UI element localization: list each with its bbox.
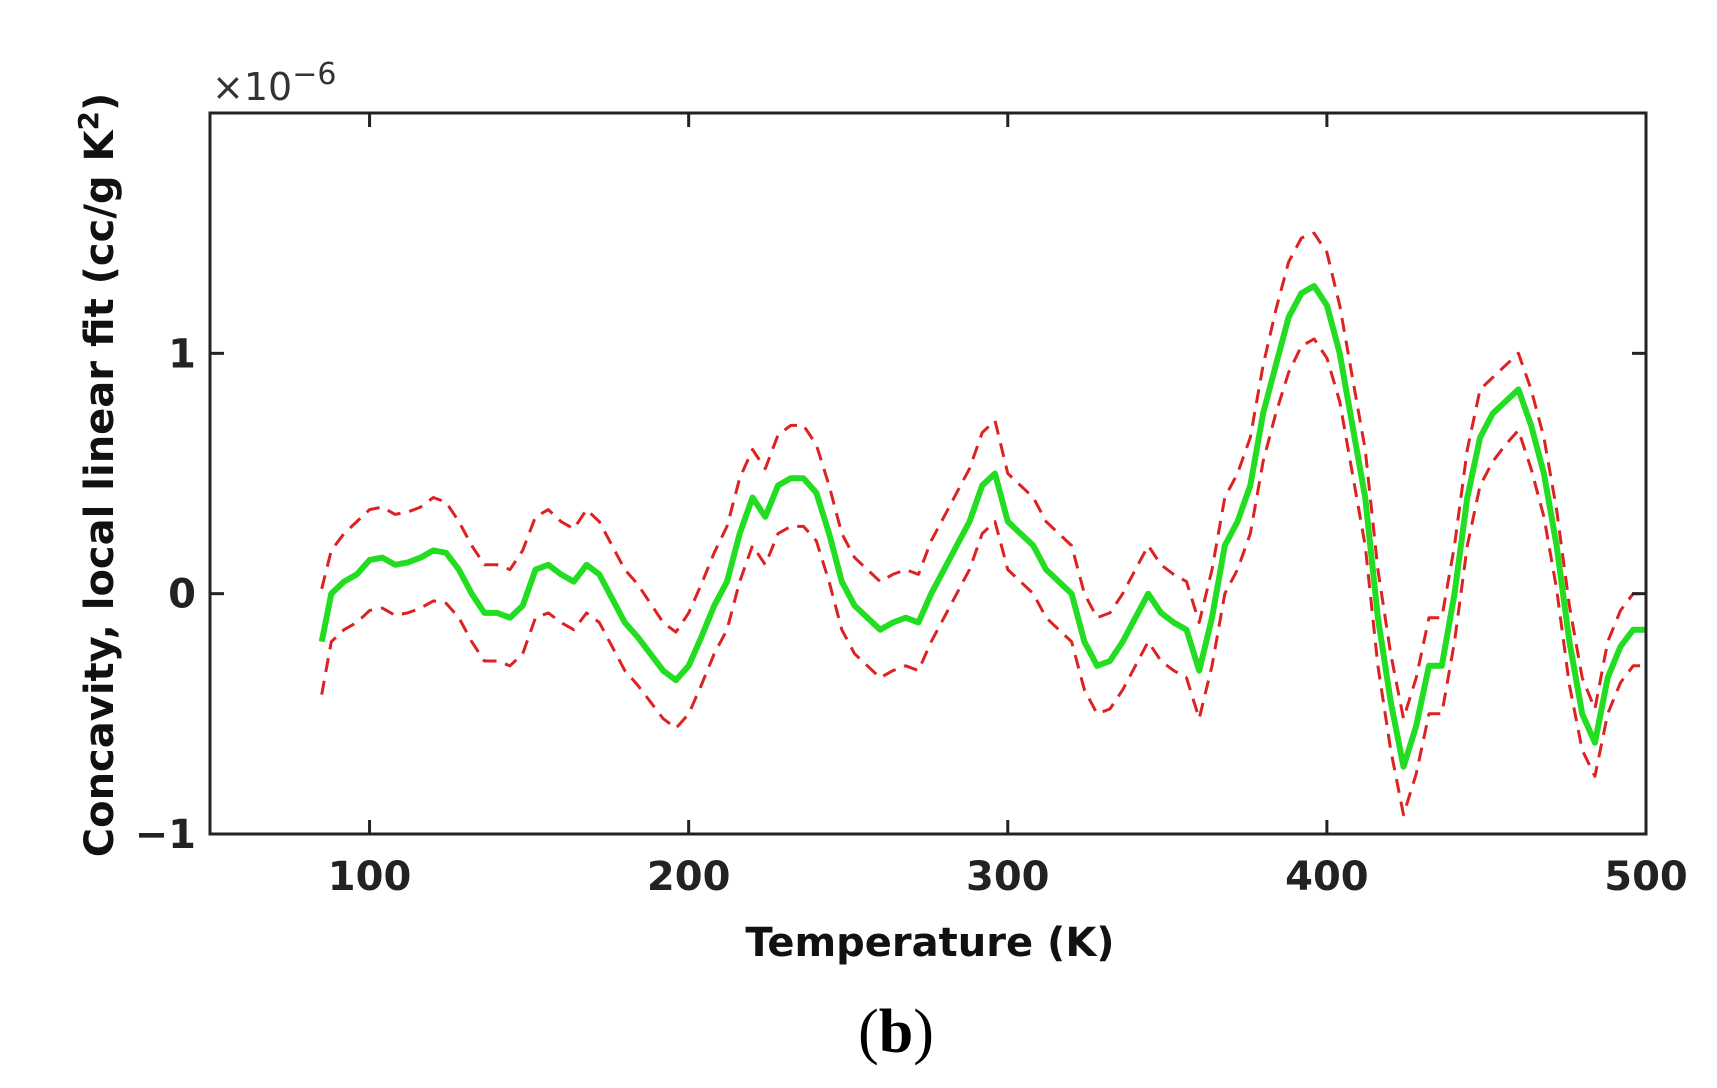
y-axis-title-superscript: 2 bbox=[72, 111, 105, 130]
x-tick-label-500: 500 bbox=[1604, 854, 1688, 900]
y-tick-label-1: 0 bbox=[168, 572, 196, 618]
series-lower-bound bbox=[320, 337, 1646, 817]
series-upper-bound bbox=[320, 231, 1646, 721]
panel-label-letter: b bbox=[879, 998, 913, 1066]
panel-label-close: ) bbox=[913, 998, 934, 1066]
series-concavity-fit bbox=[318, 283, 1646, 770]
y-axis-title: Concavity, local linear fit (cc/g K2) bbox=[72, 93, 123, 858]
exponent-power: −6 bbox=[292, 57, 336, 92]
x-tick-label-200: 200 bbox=[647, 854, 731, 900]
panel-label-open: ( bbox=[858, 998, 879, 1066]
y-tick-label-2: 1 bbox=[168, 331, 196, 377]
x-tick-label-400: 400 bbox=[1285, 854, 1369, 900]
series-layer bbox=[318, 231, 1646, 817]
panel-label: (b) bbox=[858, 998, 934, 1066]
x-tick-label-100: 100 bbox=[328, 854, 412, 900]
y-tick-label-0: −1 bbox=[135, 812, 196, 858]
y-axis-title-close: ) bbox=[77, 93, 123, 111]
ticks-layer: 100 200 300 400 500 −1 0 1 bbox=[135, 113, 1688, 900]
x-axis-title: Temperature (K) bbox=[745, 920, 1114, 966]
exponent-prefix: ×10 bbox=[212, 65, 292, 109]
exponent-label: ×10−6 bbox=[212, 57, 336, 109]
plot-frame bbox=[208, 111, 1648, 836]
plot-background bbox=[210, 113, 1646, 834]
y-axis-title-main: Concavity, local linear fit (cc/g K bbox=[77, 128, 123, 857]
x-tick-label-300: 300 bbox=[966, 854, 1050, 900]
